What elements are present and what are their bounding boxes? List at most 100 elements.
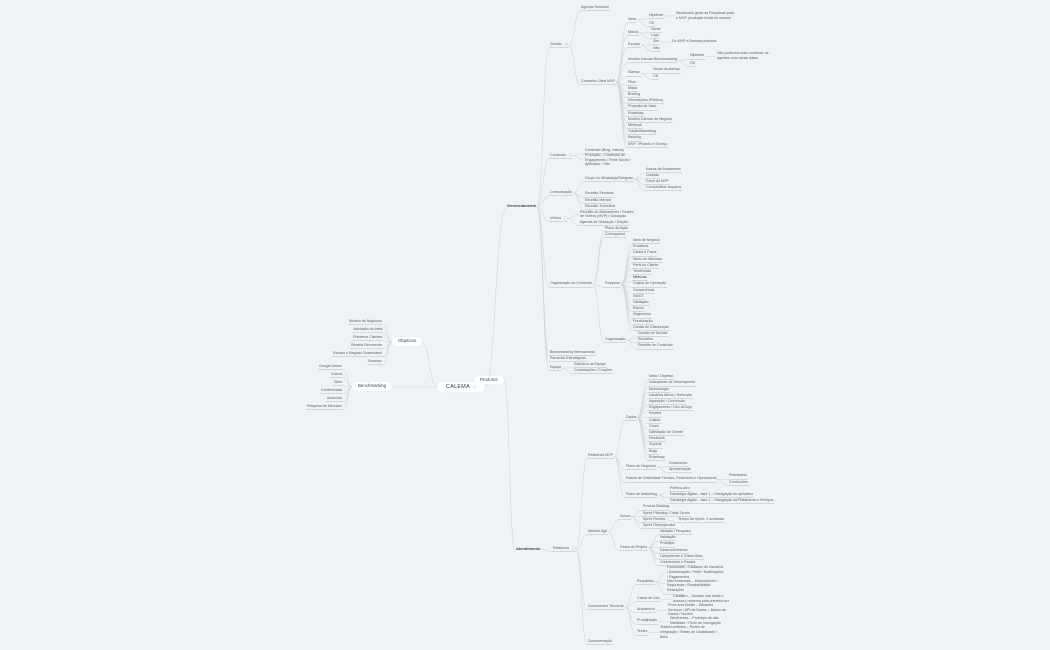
node-estrategia-digital-fase-2-divulgacao-da-[interactable]: Estratégia digital – fase 2 – Divulgação… [669, 498, 775, 505]
node-conceitos-uteis-mvp[interactable]: Conceitos Úteis MVP [580, 79, 616, 86]
node-relatorios[interactable]: Relatórios ▢ [552, 546, 577, 553]
node-objetivos[interactable]: Objetivos [392, 337, 423, 347]
node-dados[interactable]: Dados [625, 415, 638, 421]
node-do-mvp-e-demais-produtos[interactable]: Do MVP e Demais produtos [671, 39, 731, 44]
node-pesquisa[interactable]: Pesquisa [604, 281, 621, 288]
node-reuniao-trimestral[interactable]: Reunião Trimestral [584, 204, 617, 211]
node-canais-de-distribuicao[interactable]: Canais de Distribuição [632, 325, 670, 331]
node-benchmarking[interactable]: Benchmarking [352, 382, 393, 392]
node-suporte[interactable]: Suporte [648, 442, 663, 449]
node-mvp-produto-e-servico[interactable]: MVP / Produto e Serviço [627, 142, 669, 148]
node-gerenciamento[interactable]: Gerenciamento [506, 203, 537, 209]
node-parcerias-estrategicas[interactable]: Parcerias Estratégicas [549, 356, 587, 362]
node-testes[interactable]: Testes [636, 629, 649, 636]
node-swot[interactable]: SWOT [632, 294, 645, 300]
node-grupo-no-whatsapp-telegram[interactable]: Grupo no WhatsApp/Telegram [584, 176, 635, 183]
node-nao-podemos-mais-conhecer-os-agentes-com[interactable]: Não podemos mais conhecer os agentes com… [716, 51, 776, 61]
node-tempo-da-sprint-2-semanas[interactable]: Tempo da Sprint: 2 semanas [677, 517, 725, 523]
node-logo[interactable]: Logo [650, 33, 660, 40]
node-estrutura-da-equipe[interactable]: Estrutura da Equipe [573, 362, 607, 369]
node-calema[interactable]: CALEMA ▢ [437, 381, 486, 393]
node-briefing[interactable]: Briefing [627, 92, 642, 99]
node-desenvolvimento[interactable]: Desenvolvimento [659, 548, 689, 554]
node-hipotese[interactable]: Hipótese [648, 13, 665, 20]
node-segmentos[interactable]: Segmentos [632, 312, 653, 319]
node-cronograma[interactable]: Cronograma [604, 232, 626, 239]
node-product-backlog[interactable]: Product Backlog [642, 504, 671, 511]
node-documentacao[interactable]: Documentação [587, 639, 614, 646]
node-reuniao-mensal[interactable]: Reunião Mensal [584, 198, 612, 204]
node-equipe[interactable]: Equipe [549, 365, 563, 372]
node-feedback[interactable]: Feedback [648, 436, 666, 443]
node-funcionais-cadastro-de-usuarios-autentic[interactable]: Funcionais – Cadastro de Usuários / Aute… [666, 565, 726, 579]
node-usuarios-ativos-retencao[interactable]: Usuários Ativos / Retenção [648, 393, 694, 400]
node-modelo-canvas-de-negocio[interactable]: Modelo Canvas de Negócio [627, 117, 674, 124]
node-dados-e-fatos[interactable]: Dados e Fatos [632, 250, 658, 257]
node-resultados[interactable]: Resultados [728, 473, 748, 480]
node-tendencias[interactable]: Tendências [632, 269, 653, 276]
node-ideia[interactable]: Ideia [627, 17, 637, 23]
node-sprint-retrospective[interactable]: Sprint Retrospective [642, 523, 677, 530]
node-producao-conteudo-de-engajamento-rede-so[interactable]: Produção – Conteúdo de Engajamento / Red… [584, 153, 644, 167]
note-icon[interactable]: ▢ [564, 215, 568, 220]
node-sprint-planning-daily-scrum[interactable]: Sprint Planning / Daily Scrum [642, 511, 691, 517]
node-relatorios-mvp[interactable]: Relatórios MVP [587, 453, 614, 460]
node-conteudo-blog-videos[interactable]: Conteúdo (Blog, vídeos) [584, 148, 625, 154]
node-backlog[interactable]: Backlog [627, 135, 642, 142]
node-sim[interactable]: Sim [652, 39, 661, 46]
node-publico-alvo[interactable]: Público-alvo [669, 486, 691, 492]
node-churn[interactable]: Churn [648, 424, 660, 431]
node-escopo[interactable]: Escopo [627, 42, 641, 49]
node-receita-recorrente[interactable]: Receita Recorrente [350, 343, 383, 350]
node-ok[interactable]: OK [652, 74, 660, 80]
node-engajamento-uso-do-app[interactable]: Engajamento / Uso do App [648, 405, 693, 412]
note-icon[interactable]: ▢ [472, 384, 477, 389]
node-lancamento-e-testes-beta[interactable]: Lançamento e Testes Beta [659, 554, 704, 561]
node-documentos-tecnicos[interactable]: Documentos Técnicos [587, 604, 625, 611]
node-reunioes[interactable]: Reuniões [637, 337, 655, 344]
node-cadastro-usuario-cria-conta-e-acessa-o-s[interactable]: Cadastro – Usuário cria conta e acessa o… [672, 594, 732, 604]
node-metodologia[interactable]: Metodologia [648, 387, 670, 393]
node-contratacoes-funcoes[interactable]: Contratações / Funções [573, 368, 614, 375]
node-validacao[interactable]: Validação [659, 535, 677, 542]
node-organizacao-do-conteudo[interactable]: Organização do Conteúdo [549, 281, 593, 288]
node-apresentacao[interactable]: Apresentação [668, 467, 693, 474]
node-meta-objetivo[interactable]: Meta / Objetivo [648, 374, 675, 381]
node-metricas[interactable]: Métricas [632, 275, 648, 282]
node-anuncios[interactable]: Anúncios [326, 396, 343, 403]
node-ideia-de-negocio[interactable]: Ideia de Negócio [632, 238, 661, 245]
node-reuniao-semanal[interactable]: Reunião Semanal [584, 191, 615, 198]
node-metricas[interactable]: Métricas [627, 123, 643, 130]
node-modelo-de-negocios[interactable]: Modelo de Negócios [348, 319, 383, 326]
node-receita[interactable]: Receita [648, 411, 663, 418]
node-google-avisos[interactable]: Google Avisos [318, 364, 343, 371]
node-validacao[interactable]: Validação [632, 300, 650, 307]
node-benchmarking-internacional[interactable]: Benchmarking Internacional [549, 350, 596, 356]
node-plano-de-marketing[interactable]: Plano de Marketing [625, 492, 658, 499]
node-aquisicao-conversao[interactable]: Aquisição / Conversão [648, 399, 686, 406]
node-precificacao[interactable]: Precificação [632, 319, 654, 325]
node-plano-de-acao[interactable]: Plano de Ação [604, 226, 630, 232]
node-conteudo[interactable]: Conteúdo ▢ [549, 153, 573, 159]
node-nicho-de-mercado[interactable]: Nicho de Mercado [632, 257, 664, 263]
node-roadmap[interactable]: Roadmap [627, 111, 645, 117]
node-revisao-de-conteudo[interactable]: Revisão de Conteúdo [637, 343, 674, 350]
node-tracao-marketing[interactable]: Tração/Marketing [627, 129, 657, 136]
node-ok[interactable]: OK [648, 21, 656, 27]
node-conclusoes[interactable]: Conclusões [728, 480, 749, 486]
node-escalar-o-negocio-sustentavel[interactable]: Escalar o Negócio Sustentável [332, 351, 383, 358]
node-fotos-do-mvp[interactable]: Fotos do MVP [645, 179, 670, 186]
node-conferencias[interactable]: Conferências [320, 388, 344, 395]
node-nome[interactable]: Nome [650, 27, 662, 34]
node-custos[interactable]: Custos [648, 418, 662, 424]
node-agenda-semanal[interactable]: Agenda Semanal [580, 5, 610, 12]
node-modelo-canvas-benchmarking[interactable]: Modelo Canvas Benchmarking [627, 57, 678, 64]
node-problema[interactable]: Problema [632, 244, 650, 251]
node-sprint-review[interactable]: Sprint Review [642, 517, 667, 523]
node-front-end-mobile-backend-servicos-api-de[interactable]: Front-end Mobile – Backend Serviços / AP… [667, 603, 727, 617]
node-pesquisa-de-mercado[interactable]: Pesquisa de Mercado [306, 404, 343, 411]
node-ok[interactable]: OK [689, 61, 697, 68]
node-satisfacao-do-cliente[interactable]: Satisfação do Cliente [648, 430, 684, 437]
node-wireframes-prototipo-de-alta-fidelidade-[interactable]: Wireframes – Protótipo de alta fidelidad… [669, 616, 729, 626]
